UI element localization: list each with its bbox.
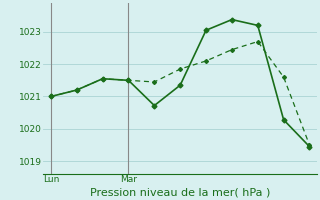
X-axis label: Pression niveau de la mer( hPa ): Pression niveau de la mer( hPa ) xyxy=(90,187,270,197)
